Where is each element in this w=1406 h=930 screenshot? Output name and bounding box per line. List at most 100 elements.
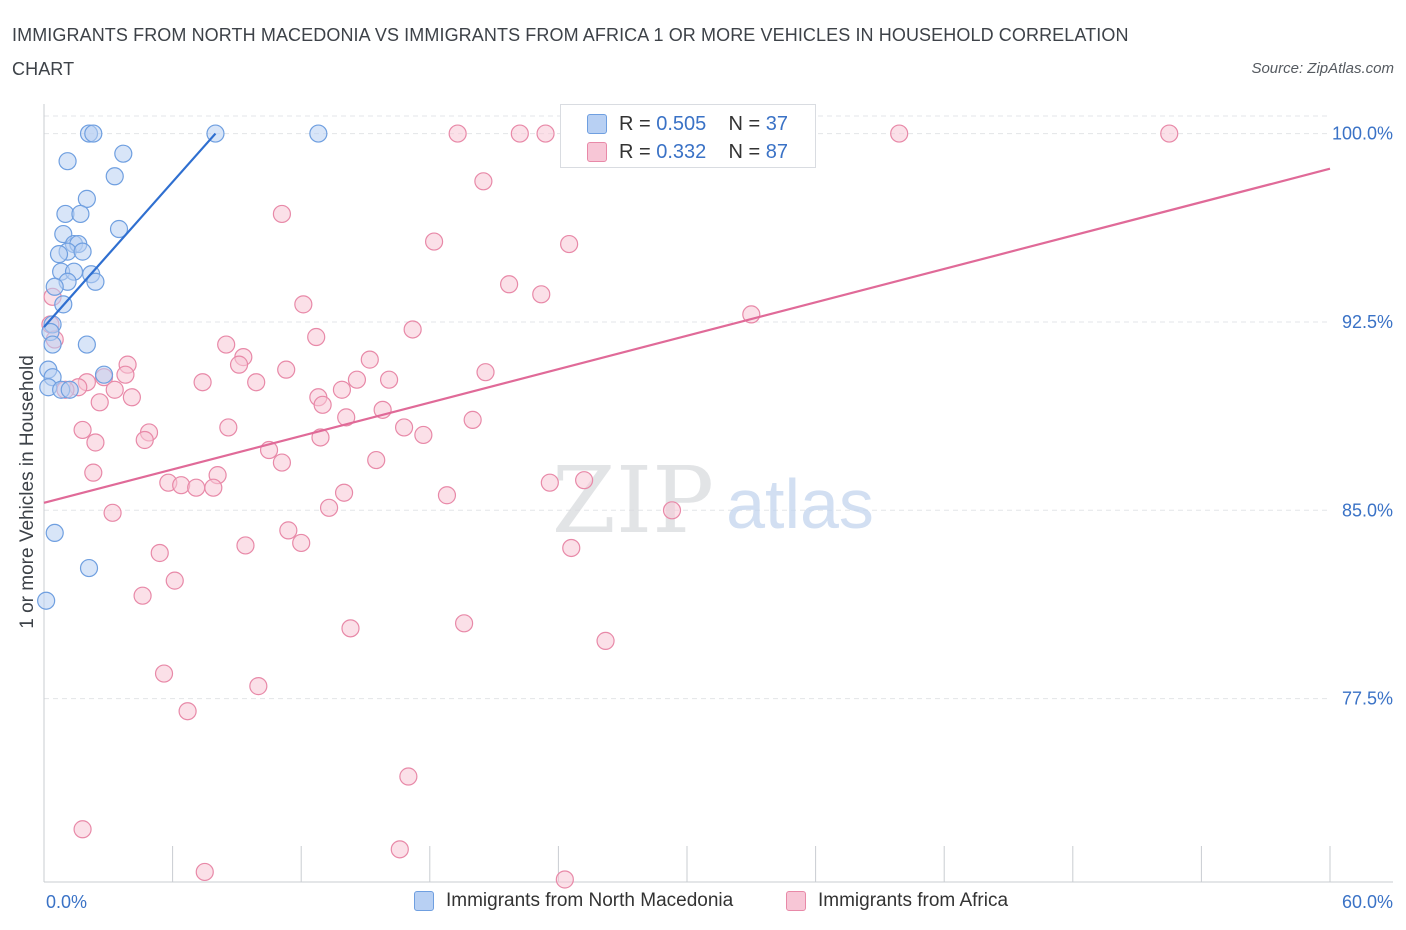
africa-point (394, 418, 414, 437)
legend-n-label: N = (728, 141, 761, 163)
africa-points (41, 124, 1179, 889)
north-macedonia-point (105, 167, 124, 186)
north-macedonia-trendline (43, 132, 217, 328)
africa-point (662, 501, 682, 520)
africa-point (399, 767, 418, 786)
legend-r-label: R = (619, 113, 651, 135)
africa-point (90, 393, 109, 412)
africa-point (555, 870, 574, 889)
legend-n-value-north-macedonia: 37 (765, 113, 789, 135)
africa-point (414, 425, 433, 445)
north-macedonia-point (79, 558, 99, 578)
north-macedonia-point (86, 272, 105, 291)
x-tick-label-min: 0.0% (46, 892, 87, 912)
africa-point (454, 614, 474, 633)
africa-point (474, 172, 493, 191)
y-tick-label: 85.0% (1342, 500, 1393, 520)
africa-point (193, 373, 212, 392)
north-macedonia-point (45, 523, 64, 543)
watermark: ZIP atlas (552, 447, 874, 554)
africa-point (347, 370, 367, 389)
africa-point (390, 840, 409, 859)
africa-point (272, 204, 292, 224)
africa-point (341, 619, 360, 638)
watermark-atlas: atlas (726, 465, 874, 543)
watermark-zip: ZIP (552, 447, 714, 554)
africa-point (272, 453, 292, 472)
north-macedonia-point (58, 152, 77, 171)
africa-point (437, 486, 457, 505)
africa-point (236, 536, 255, 555)
africa-point (334, 483, 354, 502)
y-tick-label: 92.5% (1342, 312, 1393, 332)
africa-point (337, 408, 356, 427)
chart-title: IMMIGRANTS FROM NORTH MACEDONIA VS IMMIG… (12, 25, 1129, 79)
legend-swatch-pink (587, 142, 607, 162)
legend-n-label: N = (728, 113, 761, 135)
tick-labels: 77.5% 85.0% 92.5% 100.0% 0.0% 60.0% (46, 124, 1393, 912)
north-macedonia-point (77, 189, 96, 208)
north-macedonia-point (309, 124, 328, 143)
legend-r-value-north-macedonia: 0.505 (656, 113, 707, 135)
y-tick-label: 100.0% (1332, 124, 1393, 144)
legend-r-label: R = (619, 141, 651, 163)
africa-point (247, 373, 266, 392)
africa-point (105, 380, 124, 399)
north-macedonia-point (49, 245, 69, 264)
africa-point (165, 571, 184, 590)
trend-lines (43, 132, 1331, 504)
gridlines (44, 115, 1330, 700)
series-label-africa: Immigrants from Africa (818, 890, 1009, 911)
africa-point (448, 124, 467, 143)
africa-point (73, 420, 92, 440)
africa-point (277, 360, 296, 379)
series-swatch-blue (414, 891, 434, 911)
north-macedonia-point (43, 335, 62, 354)
africa-point (150, 543, 169, 563)
y-tick-label: 77.5% (1342, 689, 1393, 709)
africa-point (178, 702, 197, 721)
source-credit: Source: ZipAtlas.com (1251, 60, 1394, 77)
axes (43, 104, 1393, 883)
africa-point (510, 124, 529, 143)
north-macedonia-point (60, 380, 79, 399)
africa-point (1160, 124, 1179, 143)
africa-point (172, 476, 191, 495)
africa-point (562, 538, 581, 558)
africa-point (86, 433, 105, 452)
x-tick-label-max: 60.0% (1342, 892, 1393, 912)
legend-n-value-africa: 87 (765, 141, 789, 163)
africa-point (403, 320, 422, 339)
north-macedonia-point (114, 144, 133, 163)
africa-point (294, 295, 313, 314)
africa-point (500, 275, 519, 294)
africa-point (187, 478, 206, 497)
africa-point (229, 355, 249, 374)
legend-r-value-africa: 0.332 (656, 141, 707, 163)
africa-point (204, 478, 223, 497)
africa-point (463, 410, 482, 429)
africa-point (424, 232, 444, 251)
north-macedonia-point (37, 591, 56, 610)
africa-point (73, 820, 92, 839)
north-macedonia-point (84, 124, 103, 143)
africa-point (596, 631, 615, 650)
africa-point (560, 234, 579, 254)
africa-point (360, 350, 379, 369)
africa-point (217, 335, 236, 354)
africa-point (890, 124, 909, 143)
africa-point (536, 124, 555, 143)
north-macedonia-point (45, 277, 64, 296)
africa-point (379, 370, 399, 389)
africa-point (313, 395, 332, 414)
correlation-legend: R = 0.505 N = 37 R = 0.332 N = 87 (560, 104, 816, 168)
africa-point (319, 498, 339, 517)
africa-point (540, 473, 559, 492)
africa-point (367, 450, 386, 470)
north-macedonia-point (73, 242, 92, 261)
africa-point (122, 388, 141, 407)
africa-point (292, 533, 311, 553)
africa-point (476, 363, 495, 382)
north-macedonia-points (37, 124, 328, 610)
